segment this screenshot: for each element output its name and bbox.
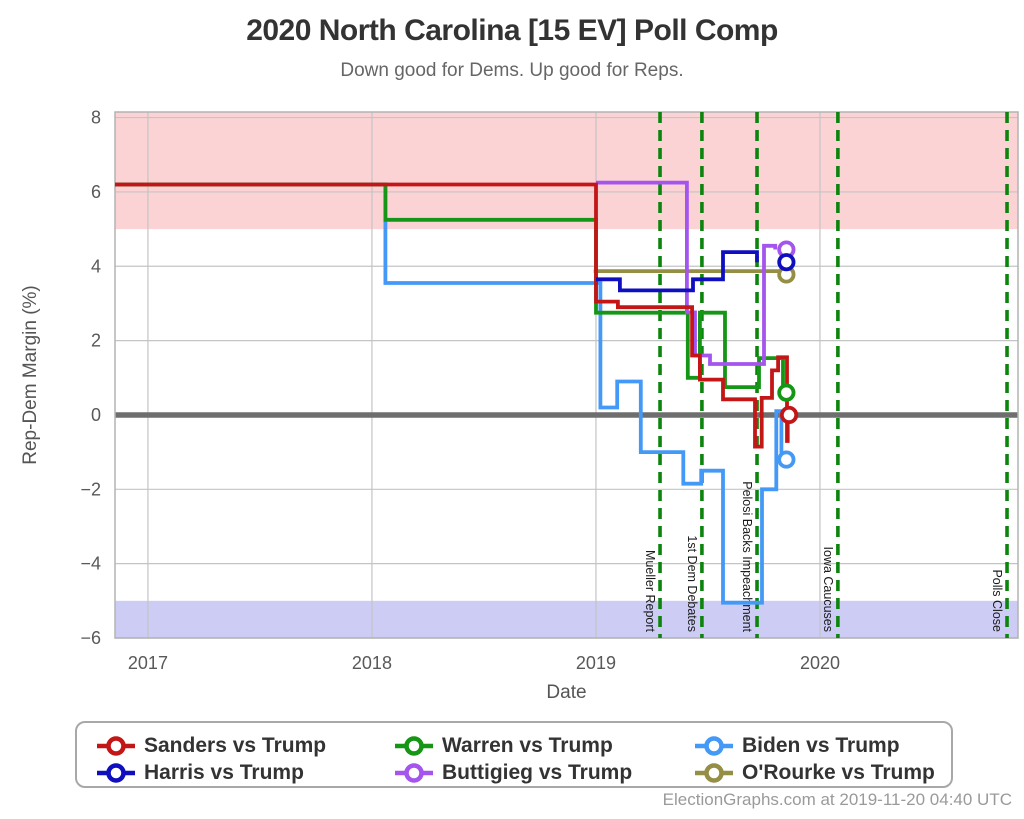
series-endpoint-sanders-vs-trump	[779, 405, 799, 425]
legend-item-label: Warren vs Trump	[442, 734, 613, 757]
series-endpoint-harris-vs-trump	[777, 253, 796, 272]
x-tick-label: 2019	[576, 653, 616, 673]
legend-line-marker-icon	[395, 763, 433, 783]
legend-item-harris-vs-trump: Harris vs Trump	[97, 760, 304, 786]
credit-text: ElectionGraphs.com at 2019-11-20 04:40 U…	[662, 790, 1012, 809]
legend-item-warren-vs-trump: Warren vs Trump	[395, 733, 613, 759]
y-tick-label: −2	[80, 479, 101, 499]
chart-subtitle: Down good for Dems. Up good for Reps.	[340, 60, 684, 81]
legend-item-buttigieg-vs-trump: Buttigieg vs Trump	[395, 760, 632, 786]
strong-dem-band	[115, 600, 1018, 638]
event-label-iowa-caucuses: Iowa Caucuses	[821, 547, 835, 632]
legend-item-sanders-vs-trump: Sanders vs Trump	[97, 733, 326, 759]
y-axis-title: Rep-Dem Margin (%)	[20, 285, 41, 464]
y-tick-label: −6	[80, 628, 101, 648]
series-endpoint-biden-vs-trump	[777, 450, 796, 469]
series-line-buttigieg-vs-trump	[596, 180, 778, 366]
strong-rep-band	[115, 112, 1018, 230]
x-axis-title: Date	[546, 682, 586, 703]
legend-item-label: Biden vs Trump	[742, 734, 900, 757]
chart-title: 2020 North Carolina [15 EV] Poll Comp	[246, 14, 778, 47]
legend-item-label: Buttigieg vs Trump	[442, 761, 633, 784]
y-tick-label: 6	[91, 182, 101, 202]
x-tick-label: 2020	[800, 653, 840, 673]
legend-item-label: Sanders vs Trump	[144, 734, 327, 757]
series-line-harris-vs-trump	[596, 250, 759, 293]
event-label-mueller-report: Mueller Report	[643, 550, 657, 633]
legend-line-marker-icon	[695, 736, 733, 756]
legend: Sanders vs Trump Warren vs Trump Biden vs …	[75, 721, 953, 788]
y-tick-label: 4	[91, 256, 101, 276]
series-endpoint-warren-vs-trump	[777, 383, 796, 402]
legend-item-label: Harris vs Trump	[144, 761, 304, 784]
plot-border	[114, 111, 1019, 639]
legend-line-marker-icon	[395, 736, 433, 756]
y-tick-label: 0	[91, 405, 101, 425]
legend-item-biden-vs-trump: Biden vs Trump	[695, 733, 900, 759]
x-tick-label: 2018	[352, 653, 392, 673]
legend-line-marker-icon	[97, 763, 135, 783]
event-label-polls-close: Polls Close	[990, 569, 1004, 632]
series-line-sanders-vs-trump	[115, 182, 790, 449]
event-label-1st-dem-debates: 1st Dem Debates	[685, 535, 699, 632]
x-tick-label: 2017	[128, 653, 168, 673]
legend-line-marker-icon	[97, 736, 135, 756]
event-label-pelosi-backs-impeachment: Pelosi Backs Impeachment	[740, 481, 754, 632]
y-tick-label: 2	[91, 331, 101, 351]
y-tick-label: −4	[80, 554, 101, 574]
legend-line-marker-icon	[695, 763, 733, 783]
legend-item-label: O'Rourke vs Trump	[742, 761, 935, 784]
legend-item-o-rourke-vs-trump: O'Rourke vs Trump	[695, 760, 935, 786]
series-line-biden-vs-trump	[115, 182, 784, 605]
y-tick-label: 8	[91, 108, 101, 128]
